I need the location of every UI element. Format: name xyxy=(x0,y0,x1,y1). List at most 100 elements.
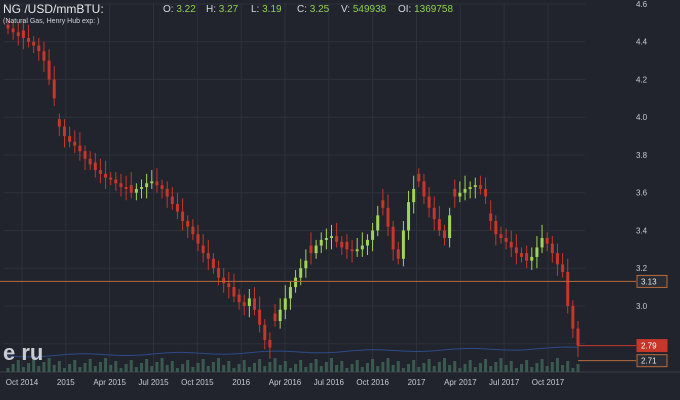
volume-bar xyxy=(530,367,534,372)
volume-bar xyxy=(468,360,472,372)
volume-bar xyxy=(165,365,169,372)
candle-body xyxy=(299,268,303,278)
volume-bar xyxy=(550,362,554,372)
candle-body xyxy=(330,236,334,239)
candle-body xyxy=(145,183,149,188)
volume-bar xyxy=(407,364,411,372)
candle-body xyxy=(181,211,185,222)
volume-bar xyxy=(16,360,20,372)
volume-bar xyxy=(37,366,41,372)
volume-readout: V: 549938 xyxy=(341,4,386,15)
candle-body xyxy=(494,221,498,235)
volume-bar xyxy=(319,366,323,372)
volume-bar xyxy=(175,368,179,372)
volume-bar xyxy=(427,359,431,372)
price-badge-label: 2.79 xyxy=(641,342,657,351)
volume-bar xyxy=(417,367,421,372)
volume-bar xyxy=(453,361,457,372)
volume-bar xyxy=(324,362,328,372)
candle-body xyxy=(412,188,416,203)
x-tick-label: Apr 2017 xyxy=(444,378,477,387)
volume-bar xyxy=(520,364,524,372)
candle-body xyxy=(340,241,344,248)
volume-bar xyxy=(365,363,369,372)
candle-body xyxy=(427,196,431,208)
volume-bar xyxy=(309,363,313,372)
candle-body xyxy=(98,170,102,174)
volume-bar xyxy=(540,359,544,372)
volume-bar xyxy=(140,363,144,372)
candle-body xyxy=(576,328,580,346)
y-axis: 4.64.44.24.03.83.63.43.23.02.8 xyxy=(636,0,648,349)
candle-body xyxy=(165,188,169,197)
volume-bar xyxy=(129,360,133,372)
x-tick-label: Oct 2017 xyxy=(532,378,565,387)
volume-bar xyxy=(448,365,452,372)
candle-body xyxy=(237,294,241,303)
volume-bar xyxy=(201,359,205,372)
candle-body xyxy=(571,305,575,329)
volume-bar xyxy=(330,358,334,372)
y-tick-label: 4.0 xyxy=(636,113,648,122)
volume-bar xyxy=(11,364,15,372)
oi-line-path xyxy=(7,346,579,358)
open-value: 3.22 xyxy=(176,4,196,15)
candle-body xyxy=(247,298,251,306)
volume-bar xyxy=(473,367,477,372)
volume-bar xyxy=(376,366,380,372)
candle-body xyxy=(109,177,113,180)
chart-grid xyxy=(0,3,680,373)
volume-bar xyxy=(170,361,174,372)
candle-body xyxy=(37,45,41,52)
high-value: 3.27 xyxy=(218,4,239,15)
volume-bar xyxy=(422,363,426,372)
volume-bar xyxy=(489,366,493,372)
candle-body xyxy=(93,162,97,171)
candle-body xyxy=(484,188,488,197)
volume-bar xyxy=(268,362,272,372)
candle-body xyxy=(273,313,277,322)
candle-body xyxy=(283,298,287,310)
x-axis: Oct 2014 2015 Apr 2015 Jul 2015 Oct 2015 2016… xyxy=(6,378,565,387)
volume-bar xyxy=(21,367,25,372)
volume-bar xyxy=(335,365,339,372)
candle-body xyxy=(16,32,20,37)
candle-body xyxy=(314,245,318,254)
volume-bar xyxy=(535,363,539,372)
candle-body xyxy=(52,79,56,99)
candle-body xyxy=(509,241,513,248)
volume-bar xyxy=(47,358,51,372)
candle-body xyxy=(448,215,452,239)
candle-body xyxy=(32,41,36,46)
volume-bar xyxy=(304,367,308,372)
volume-bar xyxy=(232,368,236,372)
volume-bar xyxy=(566,361,570,372)
volume-label: V: xyxy=(341,4,351,15)
open-readout: O: 3.22 xyxy=(163,4,196,15)
candle-body xyxy=(11,28,15,33)
volume-bar xyxy=(27,363,31,372)
volume-bar xyxy=(124,364,128,372)
candle-body xyxy=(407,202,411,231)
candle-body xyxy=(268,339,272,348)
volume-bar xyxy=(576,364,580,372)
y-tick-label: 4.6 xyxy=(636,0,648,9)
candle-body xyxy=(134,188,138,193)
volume-bar xyxy=(242,360,246,372)
x-tick-label: Jul 2016 xyxy=(314,378,345,387)
candle-body xyxy=(73,141,77,146)
volume-bar xyxy=(104,358,108,372)
volume-bar xyxy=(196,363,200,372)
volume-bar xyxy=(278,365,282,372)
volume-bar xyxy=(442,358,446,372)
candle-body xyxy=(514,247,518,254)
volume-bar xyxy=(525,360,529,372)
candle-body xyxy=(104,173,108,178)
volume-bar xyxy=(391,365,395,372)
price-badge-label: 3.13 xyxy=(641,277,657,286)
candle-body xyxy=(191,226,195,235)
y-tick-label: 3.8 xyxy=(636,151,648,160)
volume-bar xyxy=(484,359,488,372)
candle-body xyxy=(350,249,354,252)
